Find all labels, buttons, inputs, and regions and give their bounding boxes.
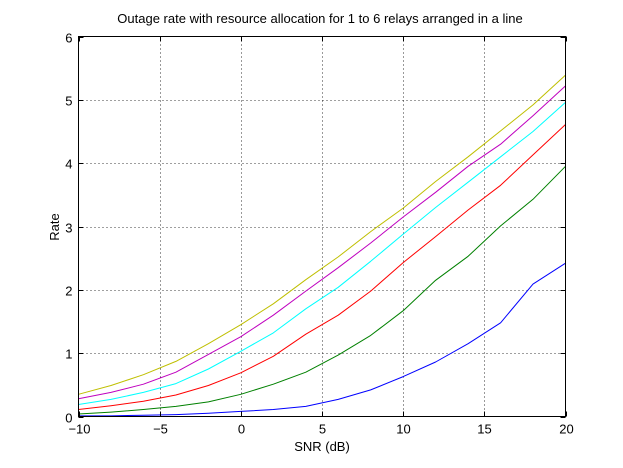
y-tick-label: 4 <box>65 157 72 172</box>
y-axis-label: Rate <box>47 213 62 240</box>
series-line-2 <box>78 165 566 415</box>
plot-frame <box>78 36 566 417</box>
x-tick-label: 0 <box>238 422 245 437</box>
chart-title: Outage rate with resource allocation for… <box>117 11 522 26</box>
series-line-1 <box>78 262 566 417</box>
y-tick-label: 6 <box>65 31 72 46</box>
y-tick-label: 1 <box>65 347 72 362</box>
x-tick-label: 15 <box>477 422 491 437</box>
y-tick-label: 5 <box>65 94 72 109</box>
y-tick-label: 3 <box>65 221 72 236</box>
x-tick-label: 5 <box>319 422 326 437</box>
axis-ticks: −10 −5 0 5 10 15 20 0 1 2 3 4 5 6 <box>65 31 573 437</box>
series-line-3 <box>78 124 566 410</box>
series-line-6 <box>78 74 566 395</box>
grid <box>78 36 566 417</box>
x-tick-label: 10 <box>396 422 410 437</box>
y-tick-label: 0 <box>65 411 72 426</box>
x-tick-label: 20 <box>559 422 573 437</box>
series-lines <box>78 74 566 417</box>
x-tick-label: −5 <box>153 422 168 437</box>
x-tick-label: −10 <box>68 422 90 437</box>
series-line-5 <box>78 85 566 400</box>
series-line-4 <box>78 102 566 405</box>
x-axis-label: SNR (dB) <box>294 439 350 454</box>
y-tick-label: 2 <box>65 284 72 299</box>
